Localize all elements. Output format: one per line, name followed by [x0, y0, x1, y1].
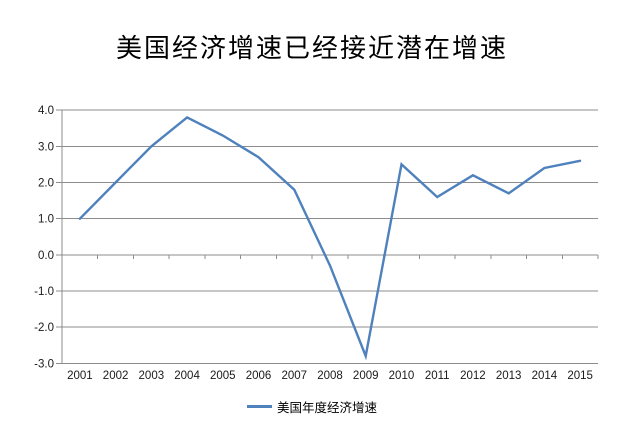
x-tick-label: 2007 [281, 370, 307, 382]
x-tick-label: 2002 [103, 370, 129, 382]
y-tick-label: -1.0 [34, 286, 54, 298]
x-tick-label: 2004 [174, 370, 200, 382]
x-tick-label: 2010 [389, 370, 415, 382]
legend: 美国年度经济增速 [0, 397, 624, 416]
legend-line-marker [246, 405, 272, 408]
data-line-us-annual-gdp-growth [78, 115, 582, 361]
x-tick-label: 2011 [425, 370, 450, 382]
chart-title: 美国经济增速已经接近潜在增速 [115, 34, 508, 63]
x-tick-label: 2005 [210, 370, 236, 382]
x-tick-label: 2003 [139, 370, 165, 382]
x-tick-label: 2014 [532, 370, 558, 382]
legend-label: 美国年度经济增速 [276, 401, 377, 415]
y-tick-label: 0.0 [38, 250, 54, 262]
y-tick-label: 1.0 [38, 214, 54, 226]
y-axis [56, 109, 63, 364]
y-gridlines [62, 109, 598, 364]
y-tick-label: -3.0 [34, 358, 54, 370]
x-tick-label: 2006 [246, 370, 272, 382]
x-axis-labels: 2001 2002 2003 2004 2005 2006 2007 2008 2009 2010… [67, 370, 593, 382]
x-tick-label: 2013 [496, 370, 522, 382]
x-axis-ticks [61, 254, 599, 259]
y-tick-label: 3.0 [38, 141, 54, 153]
y-axis-labels: -3.0 -2.0 -1.0 0.0 1.0 2.0 3.0 4.0 [34, 105, 54, 370]
y-tick-label: 4.0 [38, 105, 54, 117]
x-tick-label: 2009 [353, 370, 379, 382]
x-tick-label: 2008 [317, 370, 343, 382]
x-tick-label: 2015 [567, 370, 593, 382]
y-tick-label: 2.0 [38, 178, 54, 190]
y-tick-label: -2.0 [34, 322, 54, 334]
x-tick-label: 2001 [67, 370, 93, 382]
x-tick-label: 2012 [460, 370, 486, 382]
